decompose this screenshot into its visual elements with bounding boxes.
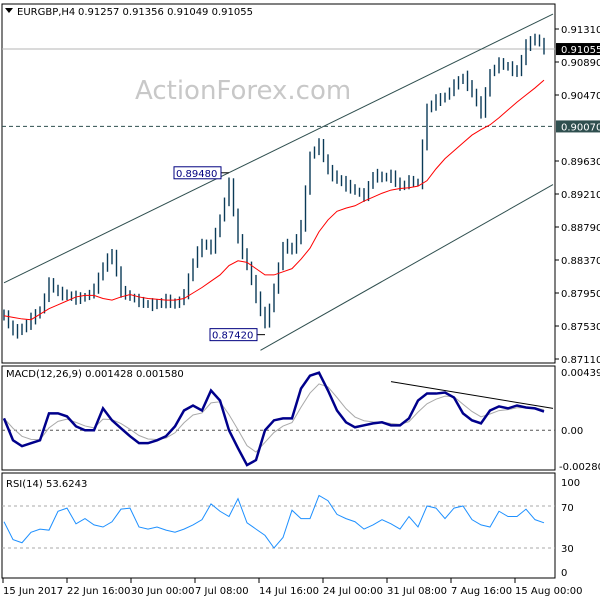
annotation-label: 0.89480	[176, 169, 217, 180]
price-tick-label: 0.90890	[561, 58, 600, 69]
ohlc-values: 0.91257 0.91356 0.91049 0.91055	[78, 7, 253, 18]
time-tick-label: 14 Jul 16:00	[259, 586, 319, 597]
macd-main-line	[2, 371, 545, 467]
time-tick-label: 15 Jun 2017	[3, 586, 63, 597]
price-tick-label: 0.91310	[561, 25, 600, 36]
time-tick-label: 7 Jul 08:00	[195, 586, 249, 597]
macd-tick-label: 0.00	[561, 426, 583, 437]
price-panel: ActionForex.com EURGBP,H4 0.91257 0.9135…	[1, 3, 556, 364]
time-tick-label: 30 Jun 00:00	[131, 586, 195, 597]
time-tick-label: 24 Jul 00:00	[323, 586, 383, 597]
macd-tick-label: 0.00439	[561, 368, 600, 379]
rsi-panel: RSI(14) 53.6243	[1, 472, 556, 579]
price-tick-label: 0.90470	[561, 91, 600, 102]
price-panel-frame	[1, 3, 556, 364]
annotation-label: 0.87420	[212, 331, 253, 342]
price-tick-label: 0.88790	[561, 223, 600, 234]
annotation-box	[209, 328, 258, 342]
price-tick-label: 0.89630	[561, 157, 600, 168]
macd-panel: MACD(12,26,9) 0.001428 0.001580	[1, 365, 556, 471]
current-price-badge	[556, 43, 600, 56]
symbol-label: EURGBP,H4	[17, 7, 75, 18]
axes: 0.91310 0.90890 0.90470 0.89630 0.89210 0.887…	[2, 25, 600, 597]
macd-tick-label: -0.002805	[559, 462, 600, 473]
rsi-tick-label: 70	[561, 503, 574, 514]
level-badge	[556, 120, 600, 133]
annotation-box	[173, 166, 222, 180]
moving-average-line	[3, 79, 545, 321]
price-tick-label: 0.89210	[561, 190, 600, 201]
price-tick-label: 0.88370	[561, 256, 600, 267]
rsi-panel-frame	[1, 472, 556, 579]
time-tick-label: 31 Jul 08:00	[387, 586, 447, 597]
price-tick-label: 0.87530	[561, 322, 600, 333]
price-tick-label: 0.87110	[561, 355, 600, 366]
current-price-label: 0.91055	[561, 45, 600, 56]
time-tick-label: 22 Jun 16:00	[67, 586, 131, 597]
rsi-line	[3, 494, 545, 549]
time-tick-label: 15 Aug 00:00	[515, 586, 582, 597]
price-tick-label: 0.87950	[561, 289, 600, 300]
macd-trendline	[390, 381, 554, 409]
time-tick-label: 7 Aug 16:00	[451, 586, 512, 597]
channel-lower-line	[260, 184, 554, 351]
macd-signal-line	[3, 383, 545, 453]
channel-upper-line	[3, 13, 554, 284]
triangle-down-icon[interactable]	[5, 8, 13, 13]
rsi-tick-label: 30	[561, 544, 574, 555]
level-label: 0.90070	[561, 122, 600, 133]
rsi-tick-label: 100	[561, 478, 580, 489]
macd-title: MACD(12,26,9) 0.001428 0.001580	[6, 369, 184, 380]
watermark: ActionForex.com	[135, 76, 351, 106]
rsi-title: RSI(14) 53.6243	[6, 479, 87, 490]
rsi-tick-label: 0	[561, 568, 567, 579]
macd-panel-frame	[1, 365, 556, 471]
